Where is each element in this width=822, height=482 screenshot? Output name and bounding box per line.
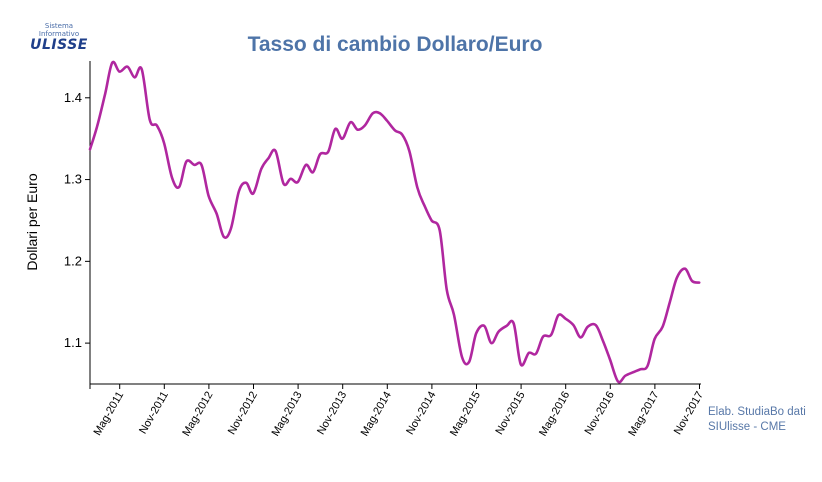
y-tick-label: 1.2 xyxy=(64,253,82,268)
x-tick-label: Nov-2012 xyxy=(226,390,260,437)
x-tick-label: Mag-2013 xyxy=(270,390,305,439)
source-note: Elab. StudiaBo dati SIUlisse - CME xyxy=(708,405,806,435)
x-tick-label: Nov-2013 xyxy=(315,390,349,437)
logo-line-1: Sistema xyxy=(44,22,74,30)
x-tick-label: Mag-2015 xyxy=(448,390,483,439)
ulisse-logo: Sistema Informativo ULISSE xyxy=(30,22,88,53)
x-tick-label: Nov-2015 xyxy=(493,390,527,437)
x-tick-label: Nov-2011 xyxy=(137,390,171,437)
x-tick-label: Nov-2017 xyxy=(672,390,706,437)
x-tick-label: Nov-2016 xyxy=(583,390,617,437)
x-tick-label: Mag-2011 xyxy=(92,390,127,438)
series-line xyxy=(88,60,701,384)
source-line-1: Elab. StudiaBo dati xyxy=(708,406,806,418)
logo-line-2: Informativo xyxy=(38,30,80,38)
x-tick-label: Mag-2016 xyxy=(537,390,572,439)
x-tick-label: Mag-2014 xyxy=(359,390,394,439)
x-tick-label: Mag-2017 xyxy=(626,390,661,439)
y-tick-label: 1.4 xyxy=(64,90,82,105)
chart-title: Tasso di cambio Dollaro/Euro xyxy=(247,33,543,56)
x-tick-label: Mag-2012 xyxy=(180,390,215,439)
y-tick-label: 1.3 xyxy=(64,172,82,187)
source-line-2: SIUlisse - CME xyxy=(708,421,786,433)
y-tick-label: 1.1 xyxy=(64,335,82,350)
x-tick-label: Nov-2014 xyxy=(404,390,438,437)
logo-name: ULISSE xyxy=(30,37,88,53)
